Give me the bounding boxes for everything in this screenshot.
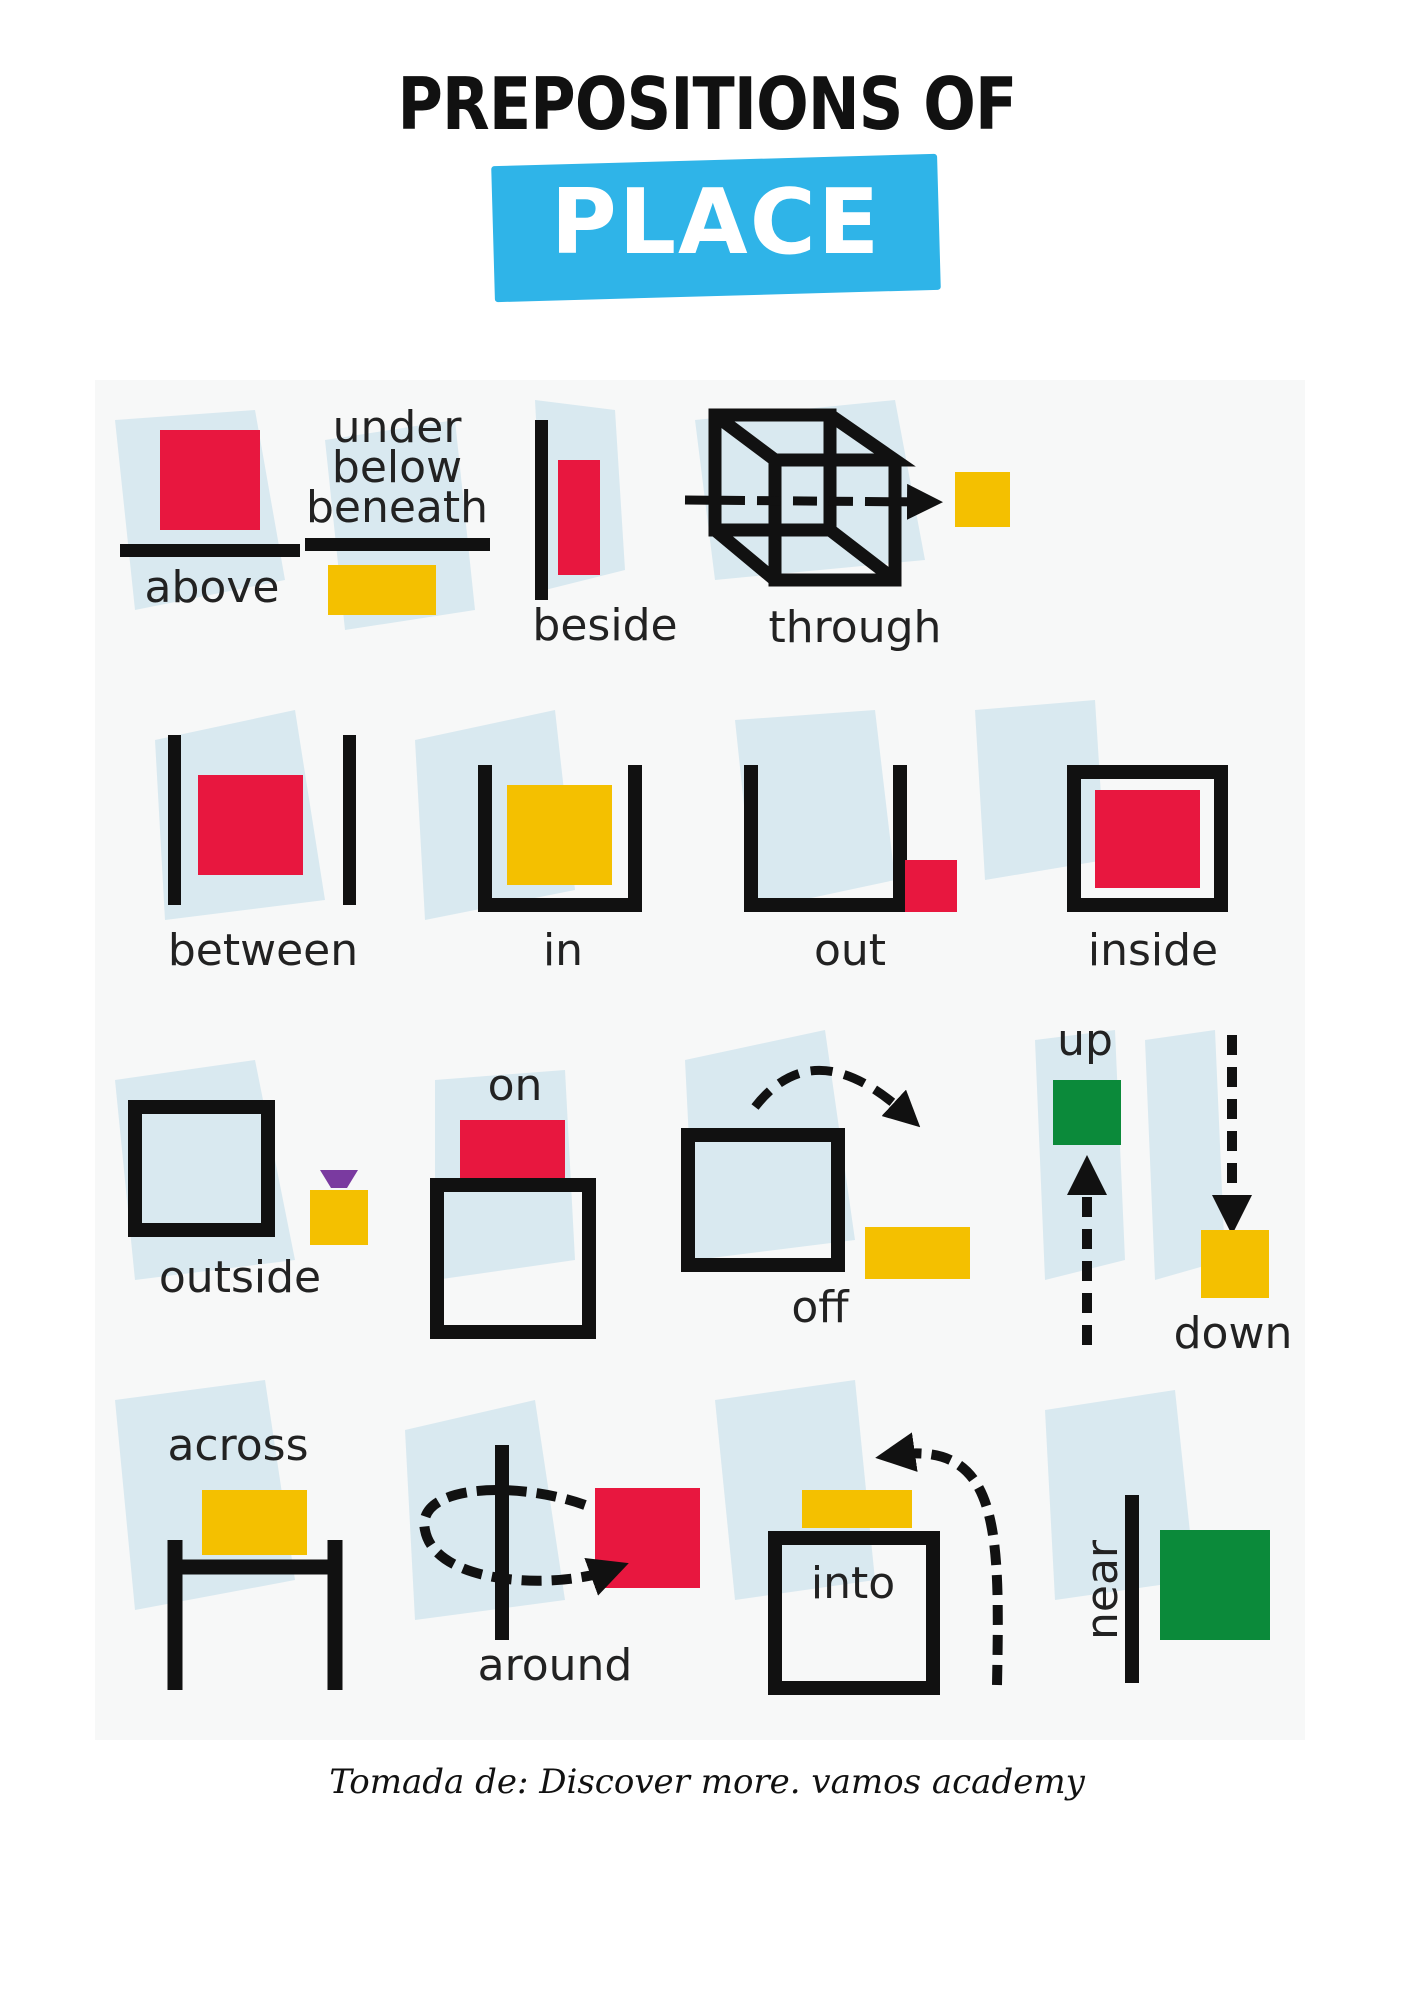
item-around: around bbox=[419, 1445, 700, 1691]
table-shape bbox=[167, 1540, 343, 1690]
item-down: down bbox=[1174, 1035, 1293, 1359]
yellow-rectangle bbox=[202, 1490, 307, 1555]
credit-text: Tomada de: Discover more. vamos academy bbox=[329, 1762, 1085, 1802]
dashed-ellipse-arrow bbox=[419, 1485, 629, 1596]
item-near: near bbox=[1077, 1495, 1270, 1683]
prepositions-diagram: above under below beneath beside through… bbox=[115, 400, 1293, 1695]
item-across: across bbox=[167, 1420, 343, 1690]
reference-line bbox=[120, 544, 300, 557]
label-between: between bbox=[168, 925, 358, 976]
label-through: through bbox=[769, 602, 942, 653]
label-out: out bbox=[814, 925, 886, 976]
label-inside: inside bbox=[1088, 925, 1218, 976]
item-under-below-beneath: under below beneath bbox=[305, 402, 490, 615]
label-near: near bbox=[1077, 1539, 1128, 1640]
item-outside: outside bbox=[128, 1100, 368, 1303]
yellow-square bbox=[507, 785, 612, 885]
green-square bbox=[1160, 1530, 1270, 1640]
vertical-line bbox=[1125, 1495, 1139, 1683]
title-badge-text: PLACE bbox=[550, 170, 882, 275]
item-up: up bbox=[1053, 1015, 1121, 1345]
label-across: across bbox=[167, 1420, 308, 1471]
page-title: PREPOSITIONS OF bbox=[397, 62, 1018, 146]
red-square bbox=[160, 430, 260, 530]
purple-gem-icon bbox=[320, 1170, 358, 1188]
dashed-arrow bbox=[875, 1432, 1003, 1686]
prepositions-diagram-panel: above under below beneath beside through… bbox=[95, 380, 1305, 1740]
red-square bbox=[198, 775, 303, 875]
label-off: off bbox=[791, 1282, 850, 1333]
label-down: down bbox=[1174, 1308, 1293, 1359]
item-above: above bbox=[120, 430, 300, 613]
container-box bbox=[681, 1128, 845, 1272]
dashed-arrow bbox=[751, 1065, 921, 1128]
vertical-pole bbox=[495, 1445, 509, 1640]
item-through: through bbox=[684, 408, 1010, 653]
item-into: into bbox=[768, 1432, 1003, 1695]
yellow-rectangle bbox=[328, 565, 436, 615]
label-under: under bbox=[333, 402, 463, 453]
right-line bbox=[343, 735, 356, 905]
red-rectangle bbox=[460, 1120, 565, 1178]
dashed-arrow bbox=[684, 483, 943, 520]
vertical-line bbox=[535, 420, 548, 600]
yellow-rectangle bbox=[865, 1227, 970, 1279]
label-outside: outside bbox=[159, 1252, 321, 1303]
item-between: between bbox=[168, 735, 358, 976]
green-square bbox=[1053, 1080, 1121, 1145]
item-beside: beside bbox=[532, 420, 678, 651]
yellow-square bbox=[310, 1190, 368, 1245]
yellow-square bbox=[955, 472, 1010, 527]
container-box bbox=[768, 1531, 940, 1695]
label-beside: beside bbox=[532, 600, 677, 651]
item-on: on bbox=[430, 1060, 596, 1339]
label-up: up bbox=[1057, 1015, 1113, 1066]
label-around: around bbox=[478, 1640, 633, 1691]
reference-line bbox=[305, 538, 490, 551]
red-square bbox=[1095, 790, 1200, 888]
left-line bbox=[168, 735, 181, 905]
yellow-square bbox=[1201, 1230, 1269, 1298]
cube-outline bbox=[708, 408, 916, 587]
label-above: above bbox=[145, 562, 280, 613]
label-into: into bbox=[811, 1558, 895, 1609]
container-u bbox=[744, 765, 907, 912]
yellow-rectangle bbox=[802, 1490, 912, 1528]
red-rectangle bbox=[558, 460, 600, 575]
label-on: on bbox=[488, 1060, 543, 1111]
item-in: in bbox=[478, 765, 642, 976]
item-inside: inside bbox=[1067, 765, 1228, 976]
red-square bbox=[595, 1488, 700, 1588]
label-beneath: beneath bbox=[306, 482, 488, 533]
item-out: out bbox=[744, 765, 957, 976]
label-in: in bbox=[543, 925, 583, 976]
label-below: below bbox=[332, 442, 462, 493]
container-box bbox=[1067, 765, 1228, 912]
item-off: off bbox=[681, 1065, 970, 1333]
container-u bbox=[478, 765, 642, 912]
container-box bbox=[128, 1100, 275, 1237]
red-square bbox=[905, 860, 957, 912]
container-box bbox=[430, 1178, 596, 1339]
